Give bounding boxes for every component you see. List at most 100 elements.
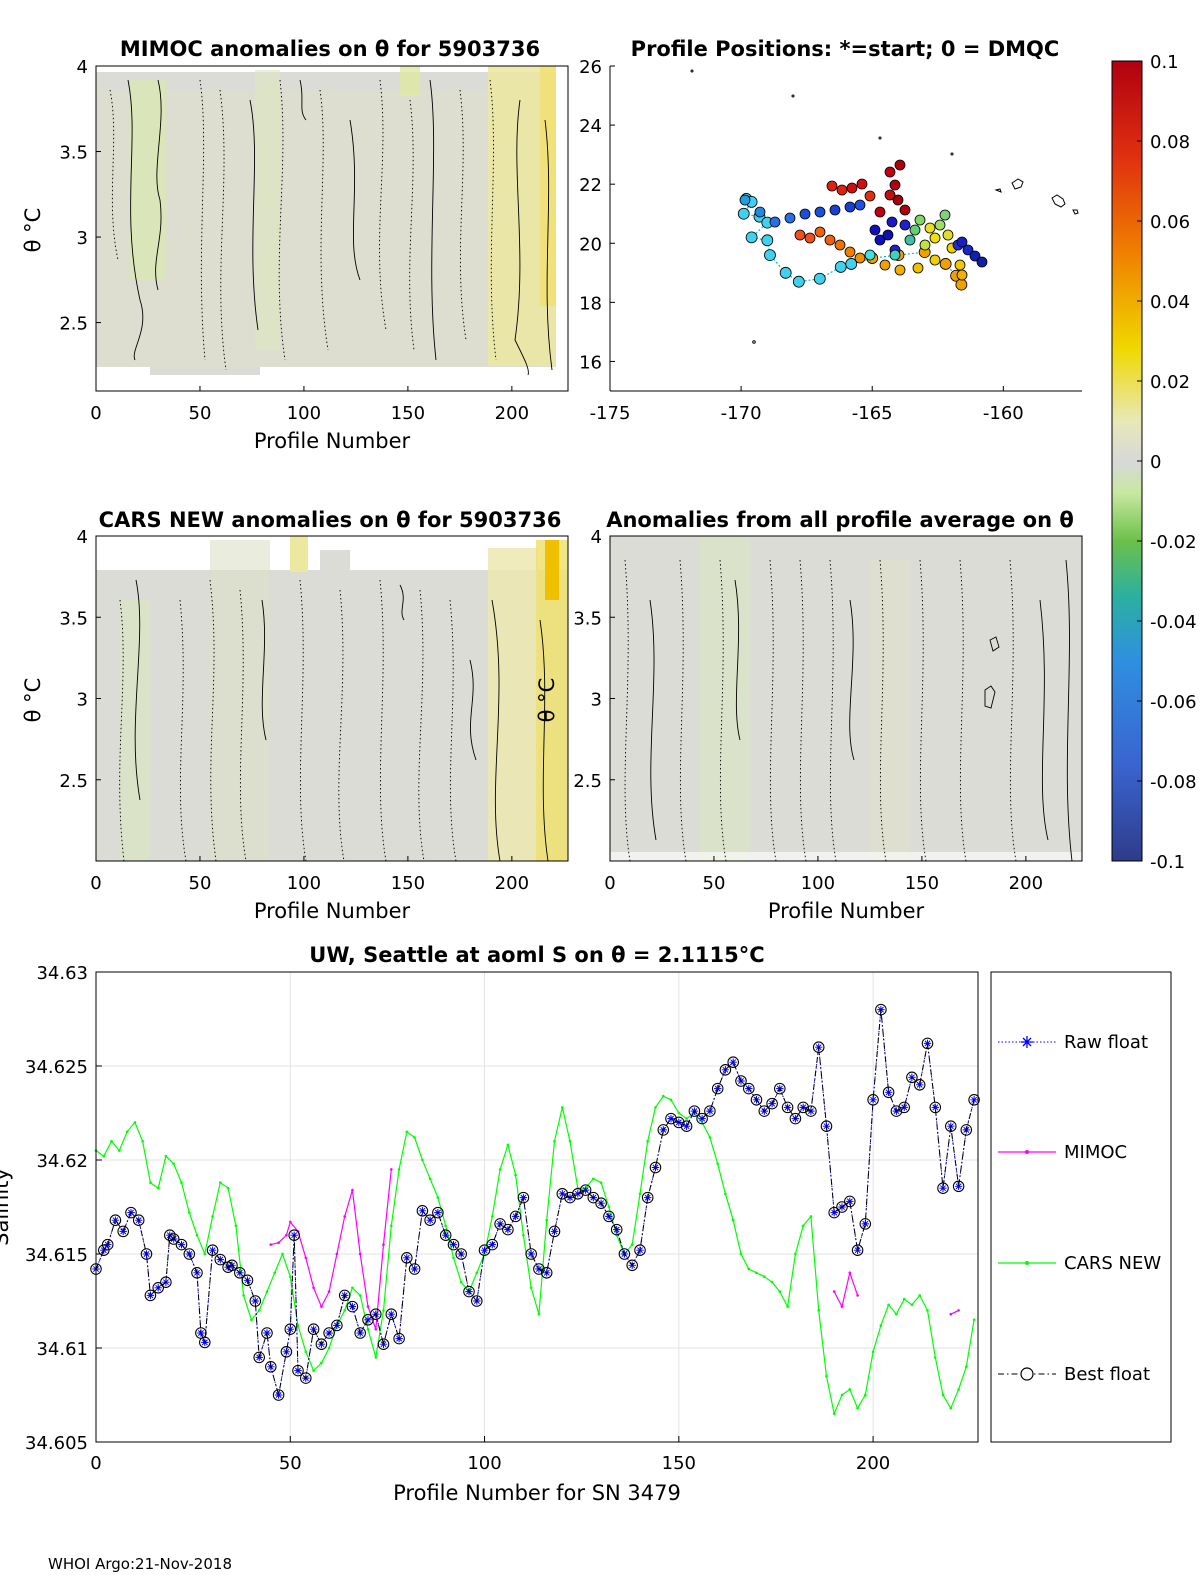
profile-point (737, 207, 750, 220)
y-tick-label: 16 (579, 352, 602, 373)
y-tick-label: 34.63 (36, 963, 88, 984)
cars-contours (134, 579, 549, 861)
y-tick-label: 3.5 (573, 608, 602, 629)
x-tick-label: 0 (90, 403, 101, 424)
colorbar-tick-label: -0.04 (1150, 612, 1197, 633)
positions-y-ticks: 16 18 20 22 24 26 (579, 57, 615, 373)
salinity-axes (95, 971, 979, 1443)
salinity-ylabel: Salinity (0, 1168, 13, 1246)
mimoc-xlabel: Profile Number (254, 429, 411, 453)
profile-point (779, 266, 792, 279)
y-tick-label: 20 (579, 234, 602, 255)
legend-mimoc: MIMOC (998, 1142, 1127, 1163)
y-tick-label: 4 (77, 57, 88, 78)
panel-allavg: Anomalies from all profile average on θ (535, 508, 1083, 923)
x-tick-label: 0 (90, 1453, 101, 1474)
y-tick-label: 3 (77, 228, 88, 249)
positions-x-ticks: -175 -170 -165 -160 (590, 386, 1024, 424)
salinity-x-ticks: 0 50 100 150 200 (90, 1436, 890, 1474)
x-tick-label: -175 (590, 403, 631, 424)
y-tick-label: 3 (77, 690, 88, 711)
y-tick-label: 26 (579, 57, 602, 78)
x-tick-label: -160 (983, 403, 1024, 424)
mimoc-heatmap (96, 66, 568, 391)
x-tick-label: 100 (801, 873, 835, 894)
mimoc-y-ticks: 2.5 3 3.5 4 (59, 57, 101, 335)
legend-cars: CARS NEW (998, 1253, 1161, 1274)
panel-cars: CARS NEW anomalies on θ for 5903736 (21, 508, 569, 923)
allavg-x-ticks: 0 50 100 150 200 (604, 856, 1043, 894)
panel-mimoc: MIMOC anomalies on θ for 5903736 (21, 37, 569, 453)
profile-point (955, 278, 968, 291)
profile-point (764, 249, 776, 261)
profile-point (939, 258, 952, 270)
y-tick-label: 3 (591, 690, 602, 711)
y-tick-label: 2.5 (59, 314, 88, 335)
profile-point (813, 272, 826, 285)
colorbar-tick-label: -0.08 (1150, 772, 1197, 793)
allavg-y-ticks: 2.5 3 3.5 4 (573, 527, 615, 792)
panel-positions: Profile Positions: *=start; 0 = DMQC (579, 37, 1082, 424)
y-tick-label: 22 (579, 175, 602, 196)
mimoc-ylabel: θ °C (21, 208, 45, 253)
mimoc-contours-dotted (109, 79, 497, 371)
legend-raw: Raw float (998, 1032, 1148, 1053)
x-tick-label: -170 (721, 403, 762, 424)
profile-point (745, 231, 758, 244)
y-tick-label: 18 (579, 293, 602, 314)
allavg-heatmap (610, 536, 1082, 861)
salinity-xlabel: Profile Number for SN 3479 (393, 1481, 681, 1505)
y-tick-label: 2.5 (573, 771, 602, 792)
cars-ylabel: θ °C (21, 678, 45, 723)
positions-title: Profile Positions: *=start; 0 = DMQC (631, 37, 1060, 61)
colorbar-ticks: 0.1 0.08 0.06 0.04 0.02 0 -0.02 -0.04 -0.06 -0.08… (1137, 52, 1197, 873)
mimoc-axes (95, 65, 569, 392)
positions-background (610, 66, 1082, 391)
x-tick-label: 0 (90, 873, 101, 894)
x-tick-label: -165 (852, 403, 893, 424)
colorbar-tick-label: 0.02 (1150, 372, 1190, 393)
colorbar-tick-label: 0.1 (1150, 52, 1179, 73)
cars-y-ticks: 2.5 3 3.5 4 (59, 527, 101, 792)
cars-x-ticks: 0 50 100 150 200 (90, 856, 529, 894)
y-tick-label: 34.61 (36, 1339, 88, 1360)
x-tick-label: 100 (287, 403, 321, 424)
x-tick-label: 150 (391, 403, 425, 424)
asterisk-icon (1021, 1036, 1033, 1048)
y-tick-label: 34.625 (25, 1057, 88, 1078)
profile-point (834, 261, 847, 273)
salinity-plot-area (96, 972, 978, 1442)
x-tick-label: 200 (495, 403, 529, 424)
x-tick-label: 150 (905, 873, 939, 894)
legend-best: Best float (998, 1364, 1150, 1385)
allavg-contours (649, 559, 1073, 861)
y-tick-label: 3.5 (59, 143, 88, 164)
x-tick-label: 200 (495, 873, 529, 894)
allavg-xlabel: Profile Number (768, 899, 925, 923)
y-tick-label: 34.605 (25, 1433, 88, 1454)
y-tick-label: 2.5 (59, 771, 88, 792)
legend-mimoc-label: MIMOC (1064, 1142, 1127, 1163)
island-outlines (690, 69, 1079, 344)
dot-icon (1025, 1261, 1029, 1265)
mimoc-x-ticks: 0 50 100 150 200 (90, 386, 529, 424)
legend-cars-label: CARS NEW (1064, 1253, 1161, 1274)
circle-icon (1020, 1367, 1034, 1381)
y-tick-label: 4 (77, 527, 88, 548)
colorbar-tick-label: 0.08 (1150, 132, 1190, 153)
salinity-series (90, 1003, 980, 1416)
profile-clusters (739, 159, 988, 281)
colorbar-tick-label: -0.06 (1150, 692, 1197, 713)
x-tick-label: 50 (189, 403, 212, 424)
allavg-title: Anomalies from all profile average on θ (606, 508, 1074, 532)
allavg-ylabel: θ °C (535, 678, 559, 723)
colorbar: 0.1 0.08 0.06 0.04 0.02 0 -0.02 -0.04 -0.06 -0.08… (1111, 52, 1197, 873)
x-tick-label: 50 (279, 1453, 302, 1474)
cars-title: CARS NEW anomalies on θ for 5903736 (99, 508, 562, 532)
cars-contours-dotted (119, 579, 457, 861)
x-tick-label: 0 (604, 873, 615, 894)
salinity-title: UW, Seattle at aoml S on θ = 2.1115°C (309, 943, 764, 967)
salinity-y-ticks: 34.605 34.61 34.615 34.62 34.625 34.63 (25, 963, 102, 1454)
y-tick-label: 24 (579, 116, 602, 137)
x-tick-label: 150 (662, 1453, 696, 1474)
